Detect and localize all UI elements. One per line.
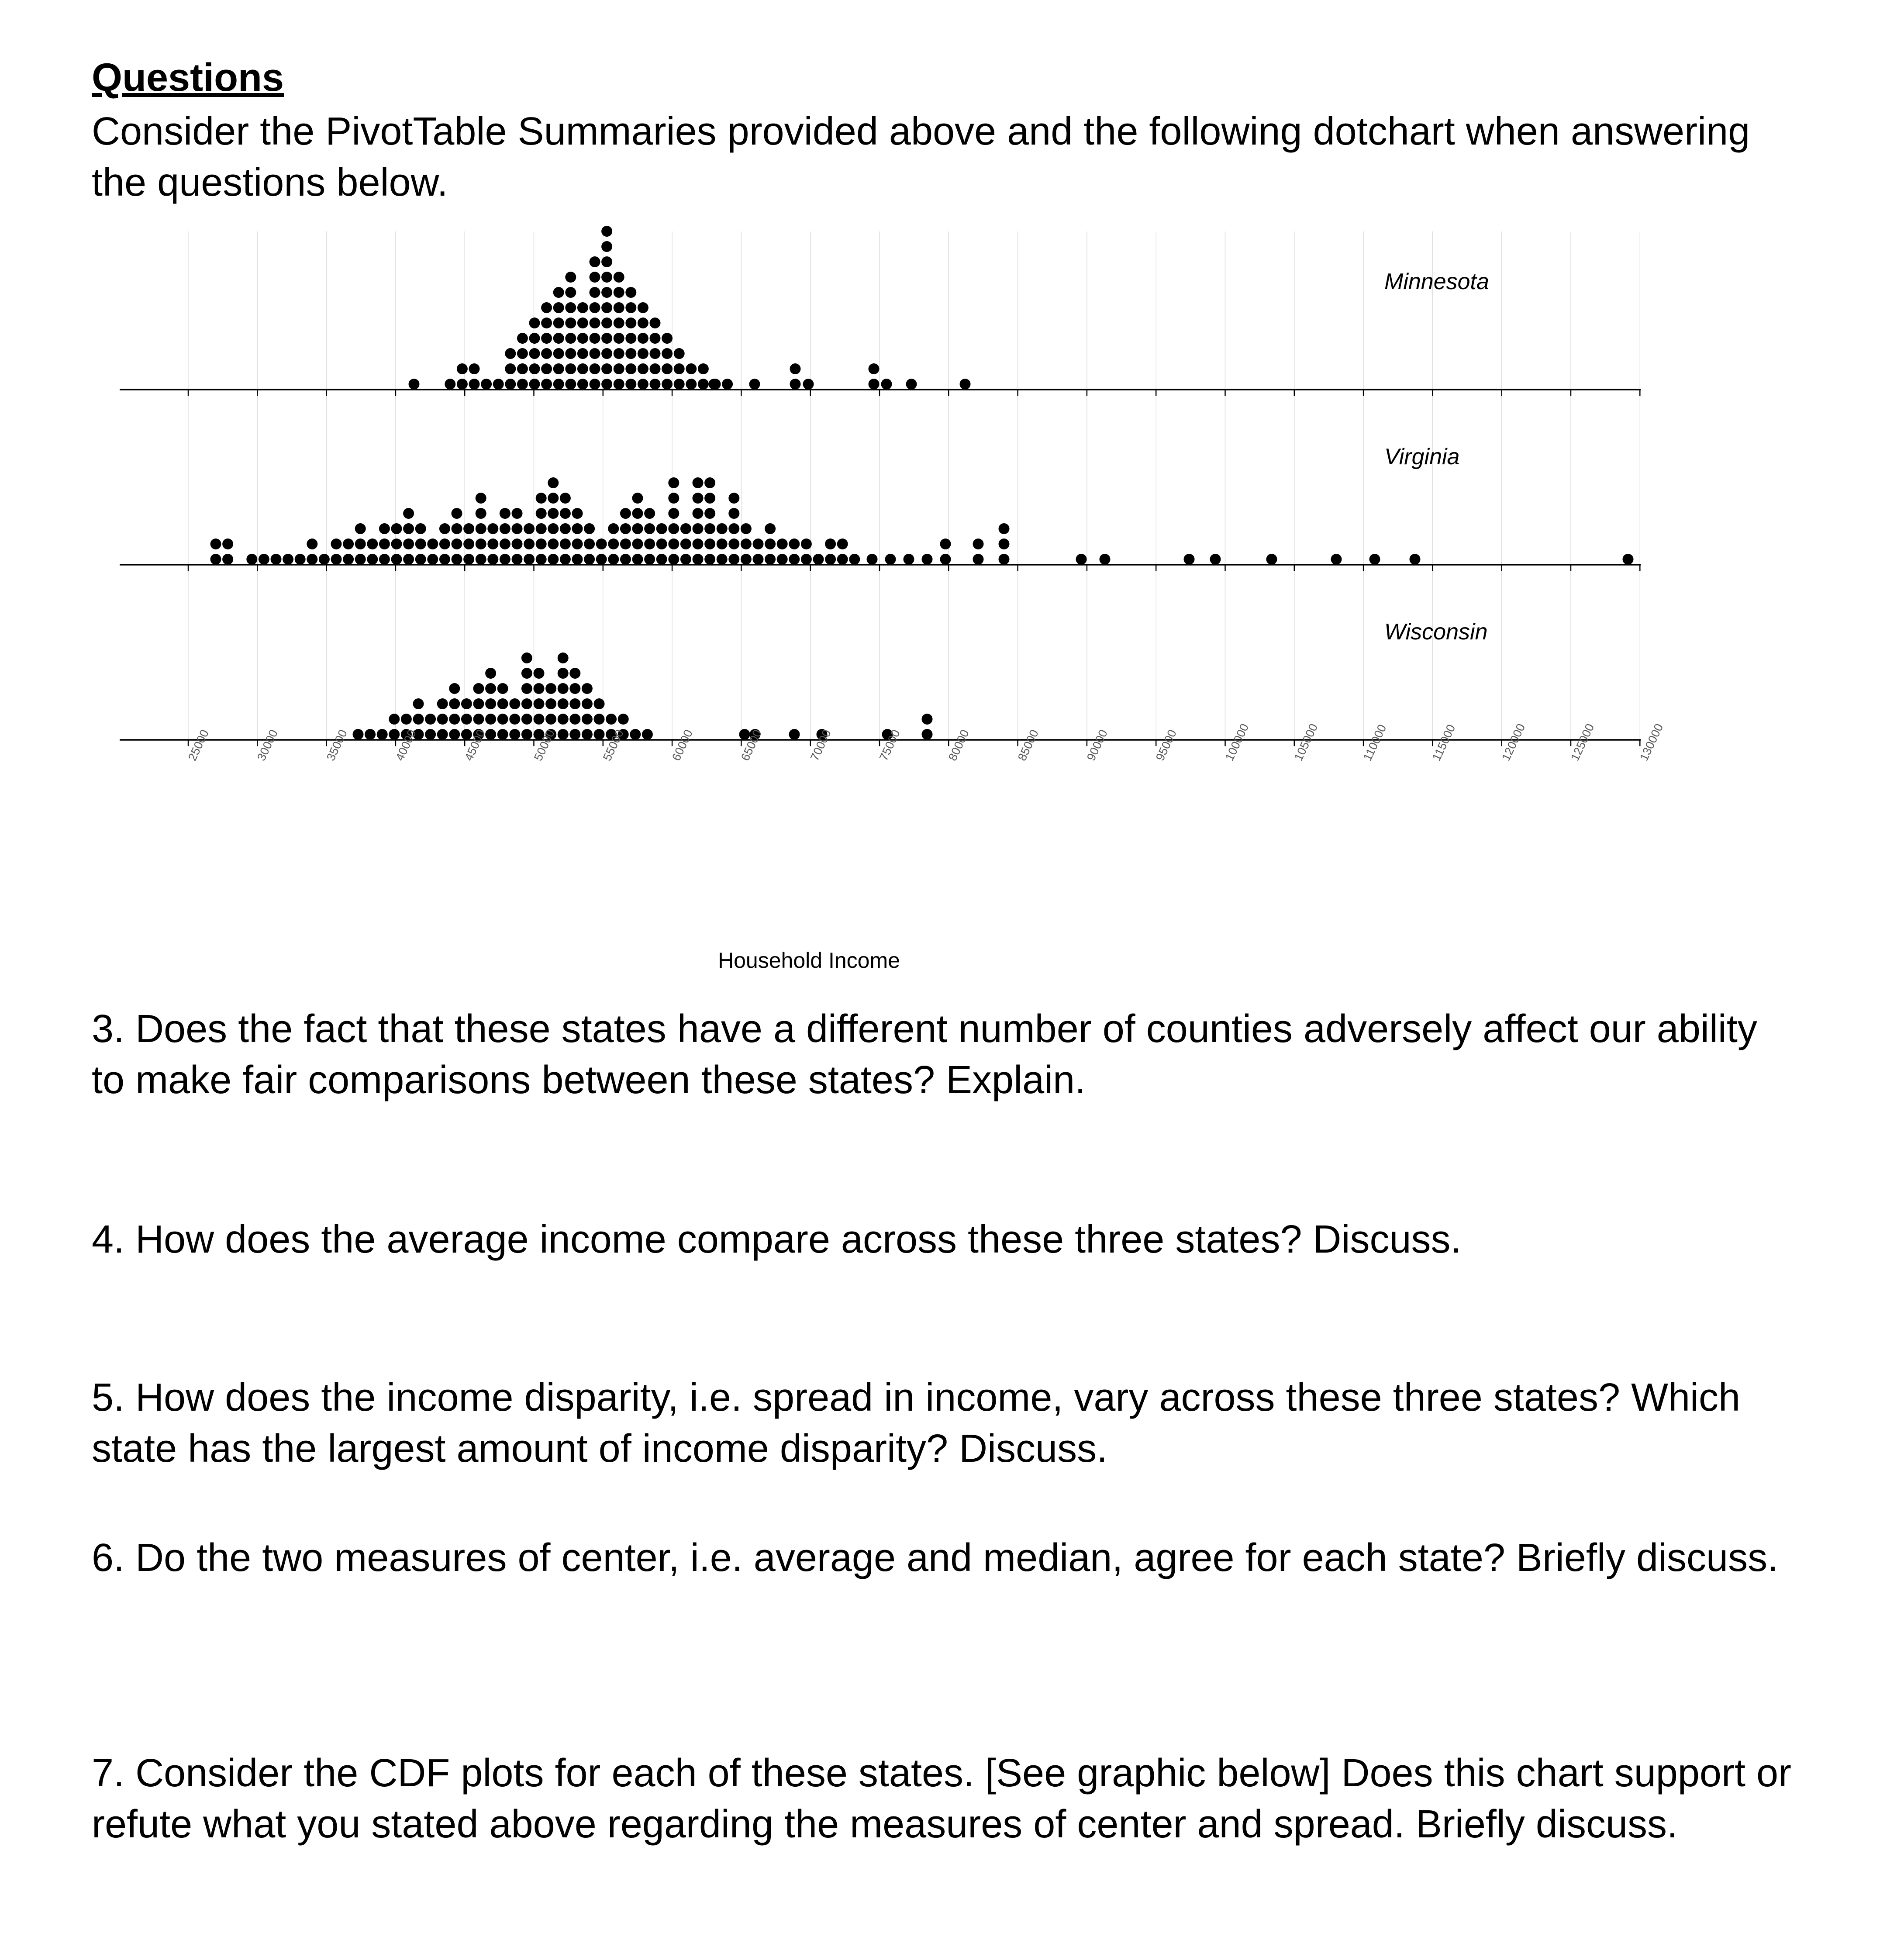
svg-text:Virginia: Virginia <box>1384 444 1459 469</box>
svg-text:Minnesota: Minnesota <box>1384 269 1489 294</box>
svg-text:Wisconsin: Wisconsin <box>1384 619 1488 645</box>
